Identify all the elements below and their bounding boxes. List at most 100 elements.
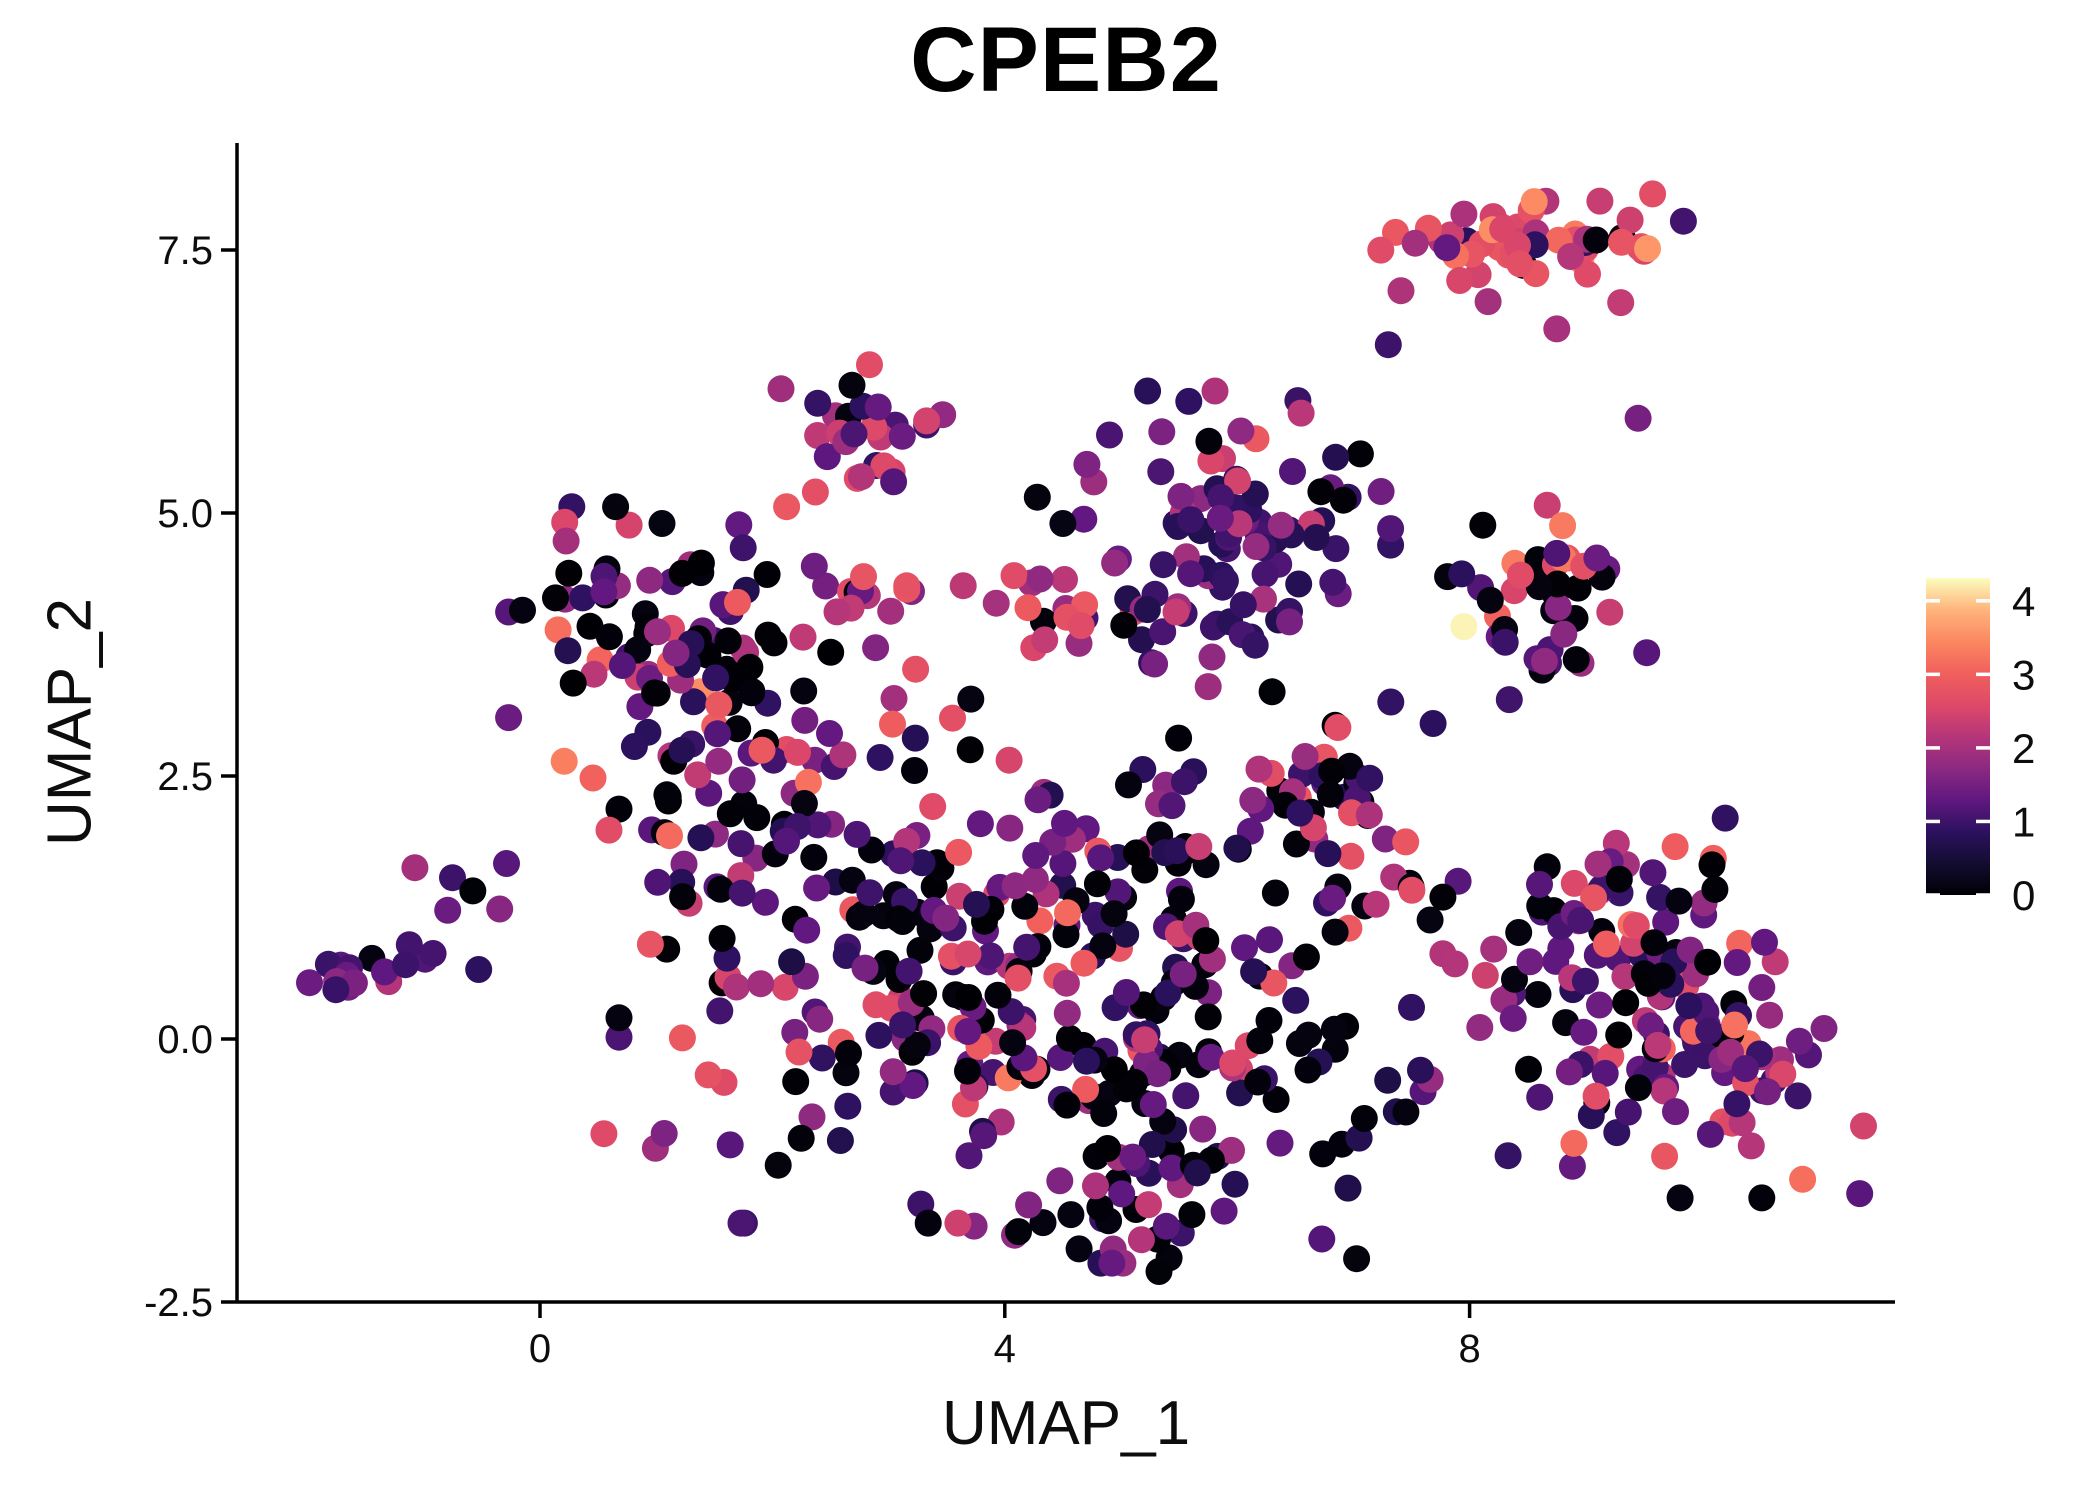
data-point (1013, 933, 1041, 961)
data-point (1374, 331, 1402, 359)
data-point (728, 879, 756, 907)
data-point (706, 997, 734, 1025)
data-point (1141, 650, 1169, 678)
data-point (608, 652, 636, 679)
data-point (620, 733, 648, 760)
data-point (1549, 512, 1577, 540)
data-point (605, 1004, 633, 1032)
data-point (1231, 934, 1258, 962)
data-point (1152, 1212, 1180, 1240)
data-point (1149, 618, 1177, 646)
data-point (754, 621, 782, 649)
data-point (716, 800, 744, 828)
data-point (1324, 714, 1352, 741)
data-point (1398, 993, 1425, 1021)
data-point (803, 874, 831, 902)
data-point (1640, 929, 1668, 957)
data-point (1031, 626, 1059, 654)
data-point (1356, 764, 1384, 792)
data-point (1004, 964, 1032, 992)
data-point (1574, 260, 1601, 288)
data-point (392, 951, 419, 979)
data-point (648, 510, 676, 537)
data-point (395, 931, 423, 959)
data-point (1480, 935, 1508, 963)
data-point (1285, 1030, 1313, 1057)
y-tick-label: -2.5 (144, 1281, 213, 1325)
data-point (789, 623, 817, 651)
data-point (1090, 1100, 1118, 1127)
data-point (887, 847, 915, 875)
data-point (1291, 743, 1319, 770)
data-point (1661, 833, 1689, 861)
data-point (1162, 598, 1190, 626)
data-point (1177, 560, 1205, 588)
data-point (778, 948, 806, 976)
data-point (1177, 506, 1205, 534)
data-point (914, 1209, 942, 1237)
data-point (1192, 927, 1220, 955)
data-point (1049, 510, 1077, 537)
data-point (1633, 639, 1661, 667)
data-point (1053, 999, 1081, 1027)
data-point (1562, 646, 1590, 674)
colorbar-notch (1976, 746, 1990, 750)
data-point (773, 493, 801, 521)
data-point (1392, 1098, 1420, 1126)
data-point (1737, 1132, 1765, 1160)
data-point (1586, 991, 1613, 1019)
data-point (1416, 906, 1444, 934)
data-point (945, 838, 973, 866)
data-point (826, 1127, 854, 1154)
data-point (727, 830, 755, 858)
data-point (829, 741, 857, 769)
data-point (1198, 643, 1226, 671)
data-point (1082, 1172, 1109, 1200)
data-point (1398, 876, 1426, 904)
data-point (1850, 1112, 1877, 1140)
data-point (880, 468, 908, 496)
data-point (1567, 906, 1595, 934)
data-point (1810, 1015, 1838, 1042)
data-point (495, 704, 523, 732)
data-point (1240, 958, 1268, 986)
data-point (939, 704, 966, 732)
data-point (1308, 1225, 1336, 1253)
data-point (1448, 560, 1476, 588)
data-point (1072, 1075, 1100, 1103)
data-point (728, 766, 756, 794)
data-point (465, 956, 493, 983)
data-point (910, 980, 938, 1008)
data-point (954, 1018, 982, 1045)
data-point (602, 493, 630, 521)
data-point (901, 724, 929, 752)
data-point (1669, 207, 1697, 235)
data-point (1262, 1086, 1290, 1113)
data-point (1256, 926, 1283, 954)
data-point (1446, 267, 1474, 294)
data-point (1584, 850, 1612, 878)
data-point (1374, 1066, 1402, 1094)
data-point (1201, 377, 1229, 405)
data-point (1206, 504, 1234, 532)
data-point (1115, 771, 1142, 799)
data-point (738, 679, 766, 707)
data-point (1242, 533, 1270, 560)
data-point (1652, 908, 1680, 936)
data-point (864, 393, 892, 421)
data-point (1607, 289, 1635, 317)
data-point (1094, 1135, 1122, 1162)
data-point (956, 736, 984, 764)
data-point (1065, 1235, 1093, 1263)
data-point (785, 1038, 813, 1066)
data-point (1526, 1083, 1554, 1111)
data-point (879, 1058, 907, 1086)
data-point (1218, 1136, 1245, 1164)
data-point (1219, 1049, 1247, 1077)
data-point (901, 757, 928, 784)
data-point (708, 924, 736, 952)
data-point (800, 843, 828, 871)
data-point (1145, 1258, 1173, 1285)
